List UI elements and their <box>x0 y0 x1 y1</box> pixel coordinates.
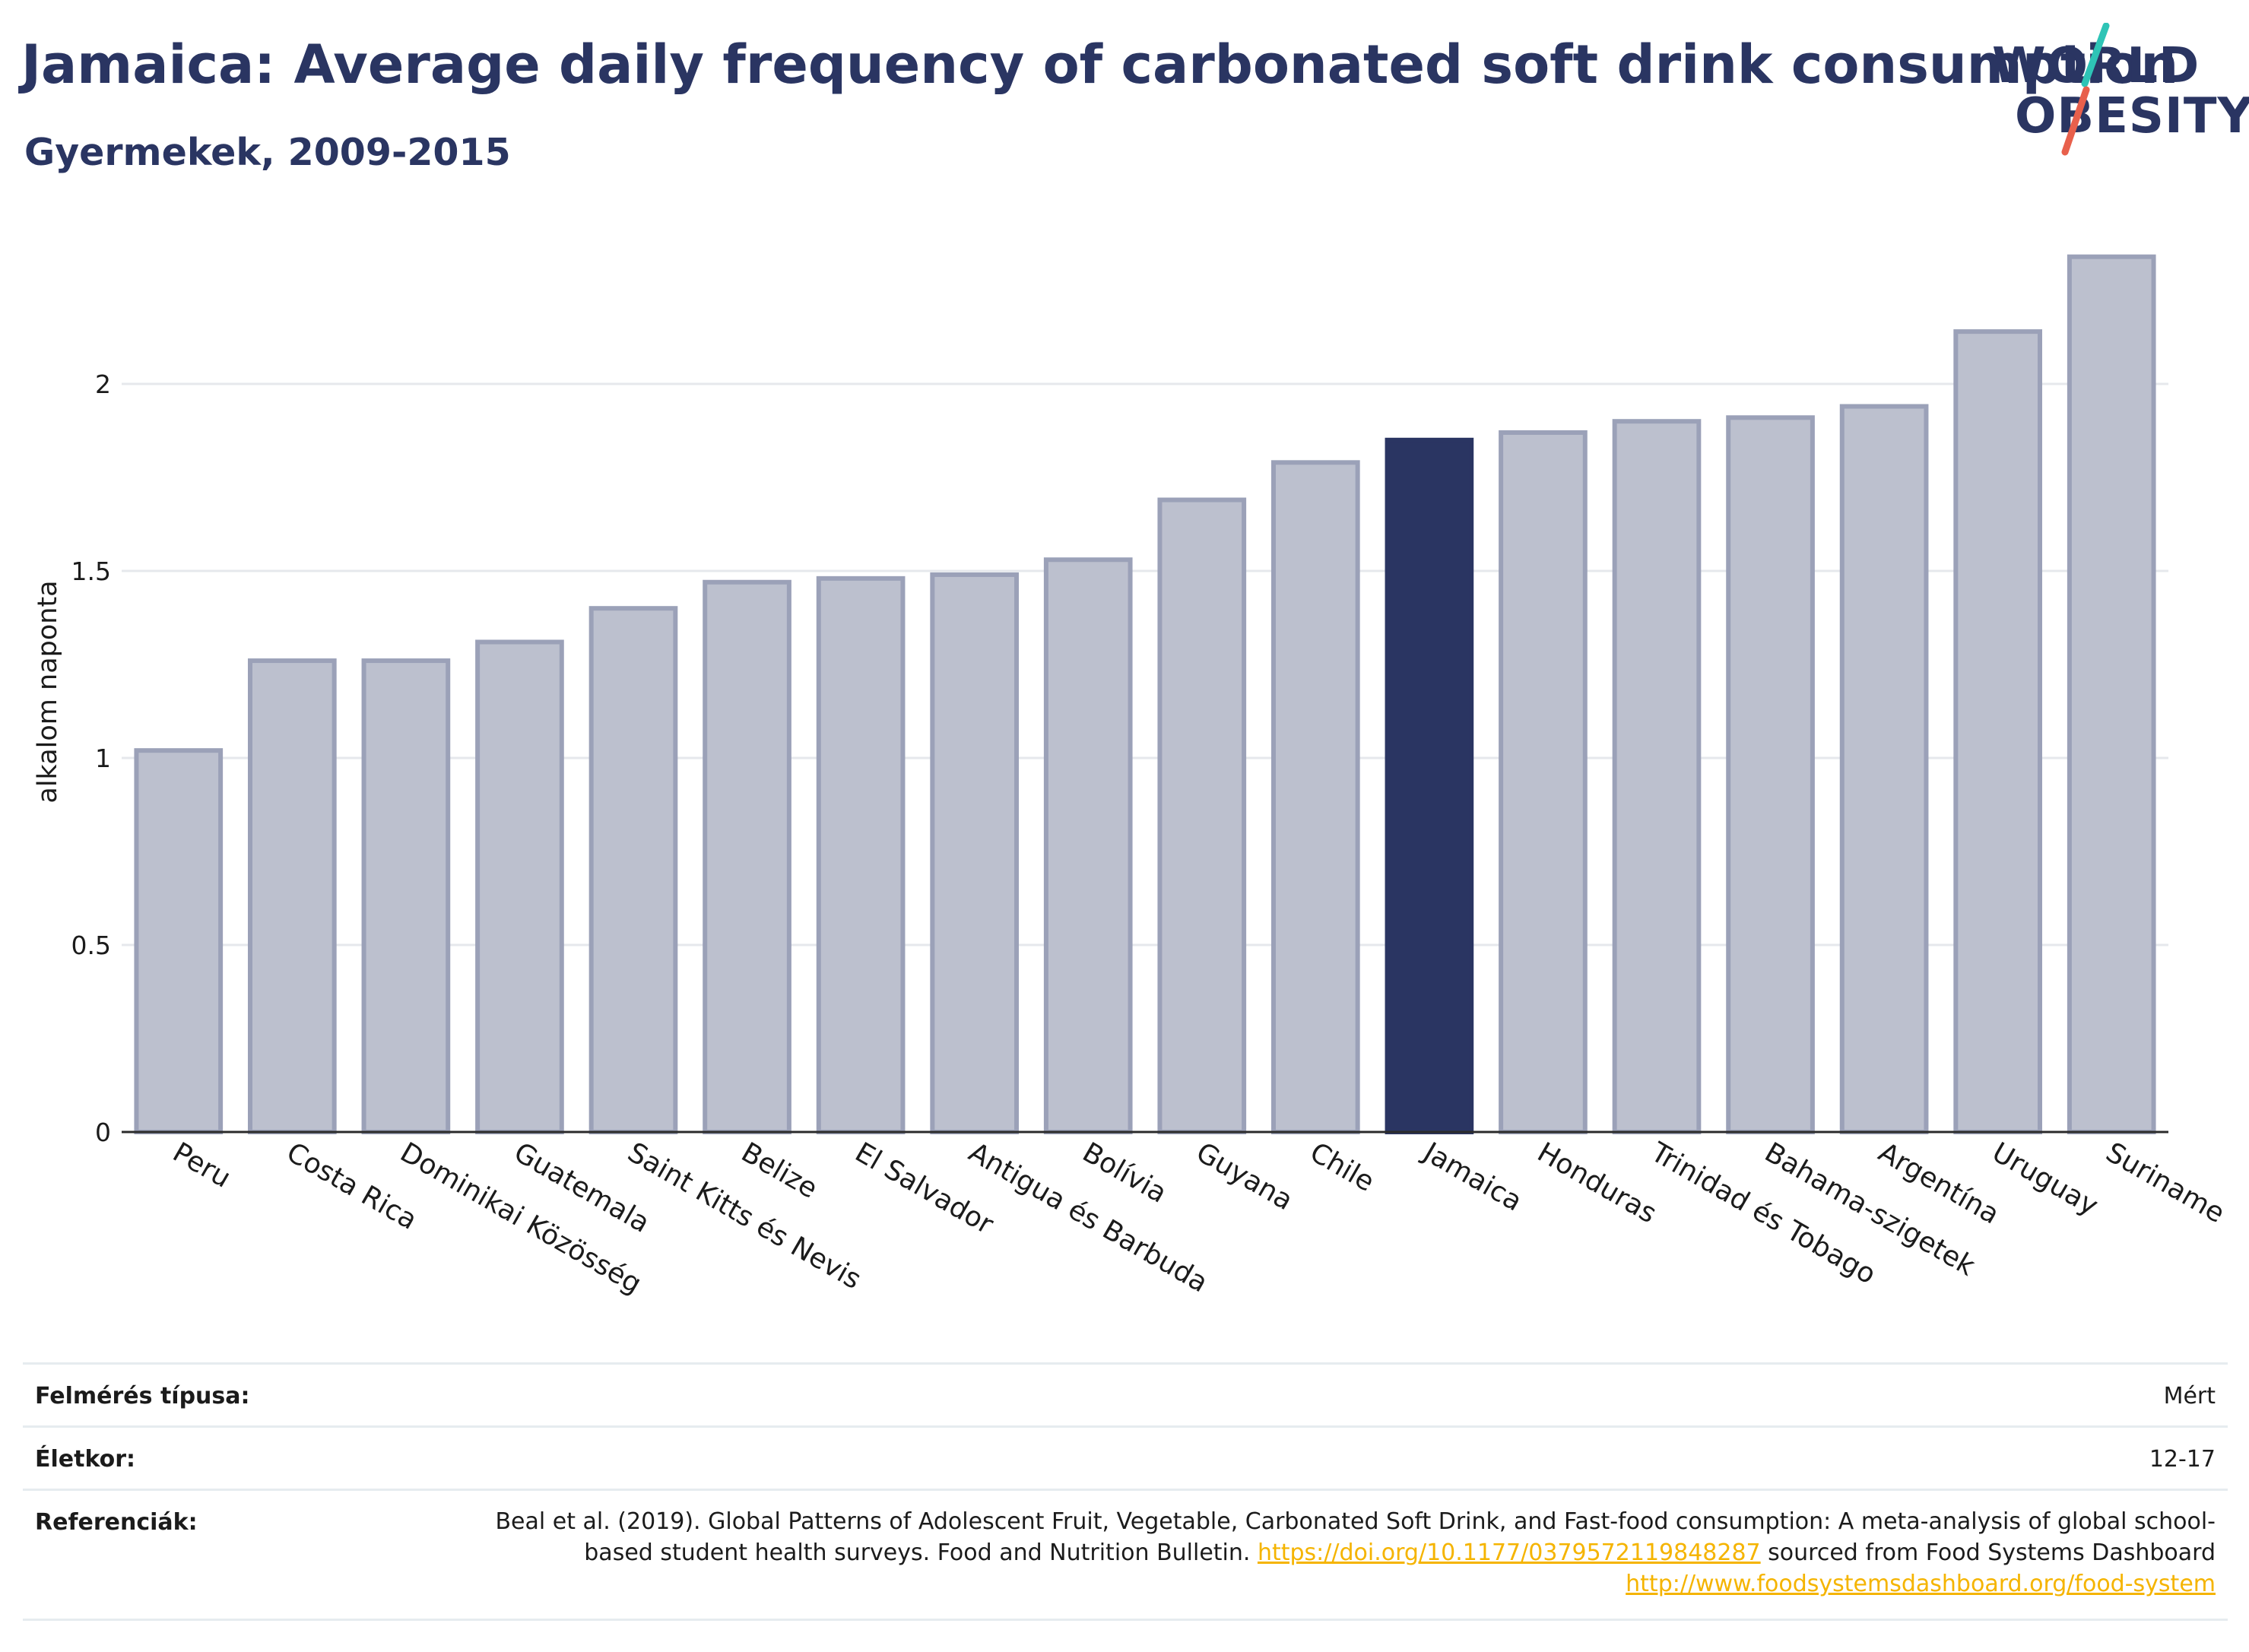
grid-lines <box>122 382 2168 946</box>
bar-uruguay <box>1953 329 2043 1134</box>
metadata-table: Felmérés típusa: Mért Életkor: 12-17 Ref… <box>23 1362 2228 1621</box>
x-tick-label: Peru <box>167 1137 236 1194</box>
references-text-1: Beal et al. (2019). Global Patterns of A… <box>495 1508 2216 1566</box>
y-tick-label: 2 <box>95 369 111 399</box>
x-tick-label: Bolívia <box>1077 1137 1172 1210</box>
bar-guyana <box>1157 497 1247 1134</box>
survey-type-label: Felmérés típusa: <box>35 1383 250 1409</box>
bar-honduras <box>1499 430 1588 1134</box>
y-tick-label: 1 <box>95 744 111 773</box>
dashboard-link[interactable]: http://www.foodsystemsdashboard.org/food… <box>1626 1571 2216 1597</box>
bar-suriname <box>2067 254 2156 1135</box>
x-tick-label: Honduras <box>1532 1137 1661 1229</box>
y-tick-label: 0.5 <box>71 931 111 960</box>
x-tick-label: Jamaica <box>1417 1136 1527 1217</box>
y-tick-label: 0 <box>95 1118 111 1147</box>
bar-costa-rica <box>247 658 337 1134</box>
bar-dominikai-k-z-ss-g <box>361 658 451 1134</box>
y-axis-title: alkalom naponta <box>33 580 63 803</box>
bar-jamaica <box>1385 437 1474 1134</box>
references-label: Referenciák: <box>35 1509 198 1536</box>
y-tick-labels: 0 0.5 1 1.5 2 <box>71 369 111 1147</box>
bar-guatemala <box>475 639 564 1134</box>
x-tick-label: Suriname <box>2101 1137 2230 1229</box>
age-label: Életkor: <box>35 1446 136 1473</box>
age-value: 12-17 <box>2149 1446 2216 1473</box>
bar-argent-na <box>1839 404 1929 1134</box>
references-text-2: sourced from Food Systems Dashboard <box>1760 1539 2216 1566</box>
world-obesity-logo: WORLD OBESITY <box>1992 23 2249 160</box>
age-row: Életkor: 12-17 <box>23 1425 2228 1489</box>
bar-chile <box>1270 460 1360 1134</box>
logo-slash-icon <box>2061 23 2110 156</box>
x-tick-label: Uruguay <box>1987 1137 2103 1222</box>
bar-bahama-szigetek <box>1726 415 1815 1134</box>
logo-text-line2: OBESITY <box>2015 88 2249 144</box>
bar-peru <box>134 748 224 1134</box>
y-tick-label: 1.5 <box>71 556 111 586</box>
survey-type-value: Mért <box>2163 1383 2216 1409</box>
bar-trinidad-s-tobago <box>1612 419 1702 1134</box>
bar-belize <box>703 579 791 1134</box>
x-tick-label: Belize <box>736 1137 823 1204</box>
doi-link[interactable]: https://doi.org/10.1177/0379572119848287 <box>1257 1539 1761 1566</box>
bars <box>134 254 2156 1135</box>
bar-bol-via <box>1043 557 1133 1134</box>
x-tick-label: Guyana <box>1191 1137 1298 1216</box>
x-tick-label: Chile <box>1305 1137 1380 1198</box>
references-text: Beal et al. (2019). Global Patterns of A… <box>467 1506 2216 1600</box>
chart-subtitle: Gyermekek, 2009-2015 <box>24 131 511 174</box>
bar-saint-kitts-s-nevis <box>588 606 678 1134</box>
chart-title: Jamaica: Average daily frequency of carb… <box>21 33 2179 96</box>
bar-antigua-s-barbuda <box>930 572 1020 1134</box>
bar-el-salvador <box>816 576 906 1134</box>
survey-type-row: Felmérés típusa: Mért <box>23 1362 2228 1425</box>
references-row: Referenciák: Beal et al. (2019). Global … <box>23 1489 2228 1621</box>
